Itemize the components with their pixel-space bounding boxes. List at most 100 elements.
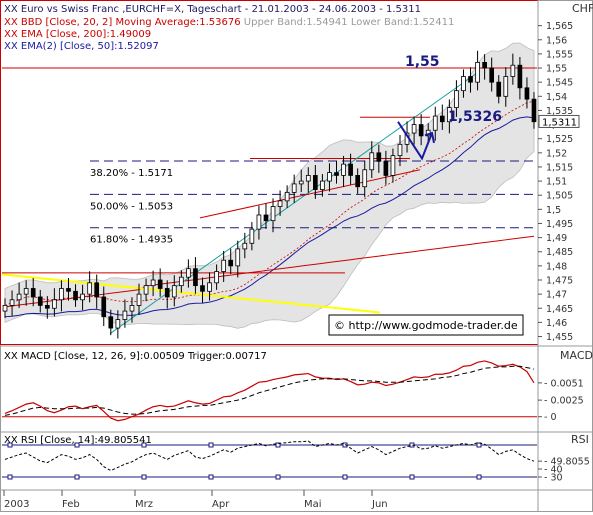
candle-body [30, 288, 36, 298]
time-tick-label: Mrz [135, 499, 153, 510]
candle-body [221, 259, 226, 272]
candle-body [496, 81, 502, 97]
rsi-level-marker [275, 442, 281, 448]
price-annotation: 1,5326 [448, 109, 502, 125]
candle-body [228, 259, 234, 267]
time-tick-label: Mai [304, 499, 322, 510]
price-tick-label: 1,565 [546, 21, 573, 32]
time-tick-label: 2003 [4, 499, 29, 510]
price-annotation: 1,55 [405, 54, 440, 70]
current-price-label: 1,5311 [542, 117, 577, 128]
macd-line [4, 360, 535, 422]
rsi-axis-label: RSI [571, 433, 589, 446]
watermark-box [328, 314, 524, 336]
cyan-trendline [109, 70, 481, 335]
price-tick-label: 1,5 [546, 205, 561, 216]
price-tick-label: 1,55 [546, 64, 567, 75]
candle-body [369, 152, 375, 171]
watermark-text: © http://www.godmode-trader.de [334, 319, 518, 332]
candle-body [383, 160, 389, 176]
rsi-level-marker [141, 474, 147, 480]
rsi-level-marker [74, 474, 80, 480]
price-tick-label: 1,56 [546, 35, 567, 46]
candle-body [524, 87, 530, 100]
projection-arrow [397, 121, 433, 161]
candle-body [207, 282, 212, 292]
candle-body [305, 175, 311, 182]
candle-body [531, 98, 537, 123]
candle-body [178, 276, 184, 287]
candle-body [108, 316, 114, 329]
candle-body [510, 64, 516, 77]
candle-body [164, 288, 170, 298]
candle-body [59, 288, 64, 301]
candle-body [115, 319, 121, 329]
candle-body [327, 172, 332, 182]
candle-body [171, 285, 177, 298]
candle-body [80, 293, 85, 301]
macd-trigger-line [4, 365, 535, 416]
candle-body [475, 61, 480, 83]
time-tick-label: Apr [212, 499, 230, 510]
candle-body [256, 214, 262, 230]
price-tick-label: 1,475 [546, 276, 573, 287]
price-tick-label: 1,505 [546, 191, 573, 202]
candle-body [249, 228, 255, 244]
candle-body [291, 183, 297, 193]
candlestick-series [2, 50, 537, 339]
bollinger-moving-average [4, 100, 535, 306]
candle-body [150, 279, 156, 287]
rsi-level-marker [7, 474, 13, 480]
macd-axis-label: MACD [560, 349, 593, 362]
legend-item: XX BBD [Close, 20, 2] Moving Average:1.5… [4, 17, 454, 28]
candle-body [277, 200, 283, 207]
price-tick-label: 1,51 [546, 177, 567, 188]
legend-band-values: Upper Band:1.54941 Lower Band:1.52411 [241, 17, 455, 28]
price-tick-label: 1,545 [546, 78, 573, 89]
candle-body [37, 296, 43, 306]
candle-body [235, 248, 241, 267]
candle-body [334, 172, 339, 176]
candle-body [214, 271, 219, 284]
price-tick-label: 1,515 [546, 162, 573, 173]
candle-body [270, 206, 276, 222]
candle-body [2, 305, 8, 312]
price-tick-label: 1,46 [546, 318, 567, 329]
candle-body [468, 76, 473, 83]
candle-body [432, 115, 438, 131]
legend-item: XX EMA [Close, 200]:1.49009 [4, 29, 151, 40]
rsi-level-marker [141, 442, 147, 448]
candle-body [313, 175, 318, 190]
candle-body [186, 268, 191, 278]
rsi-level-marker [208, 442, 214, 448]
candle-body [362, 169, 368, 188]
price-tick-label: 1,54 [546, 92, 567, 103]
candle-body [101, 296, 107, 318]
rsi-tick-label: - 49.8055 [544, 457, 590, 468]
fib-level-label: 38.20% - 1.5171 [90, 168, 173, 179]
macd-tick-label: - 0.0051 [544, 378, 584, 389]
candle-body [341, 163, 346, 176]
rsi-level-marker [7, 442, 13, 448]
macd-tick-label: - 0.0025 [544, 396, 584, 407]
candle-body [44, 305, 50, 309]
candle-body [447, 107, 452, 123]
fib-level-label: 61.80% - 1.4935 [90, 235, 173, 246]
candle-body [517, 64, 523, 89]
chart-title: XX Euro vs Swiss Franc ,EURCHF=X, Tagesc… [4, 4, 421, 15]
candle-body [193, 268, 198, 287]
candle-body [52, 299, 57, 309]
price-tick-label: 1,525 [546, 134, 573, 145]
candle-body [94, 282, 100, 298]
rsi-tick-label: - 40 [544, 465, 563, 476]
rsi-level-marker [342, 474, 348, 480]
candle-body [136, 293, 142, 306]
candle-body [355, 175, 361, 188]
rsi-legend: XX RSI [Close, 14]:49.805541 [4, 435, 152, 446]
macd-legend: XX MACD [Close, 12, 26, 9]:0.00509 Trigg… [4, 351, 267, 362]
price-tick-label: 1,555 [546, 49, 573, 60]
candle-body [23, 288, 29, 295]
price-tick-label: 1,48 [546, 261, 567, 272]
candle-body [16, 293, 22, 301]
